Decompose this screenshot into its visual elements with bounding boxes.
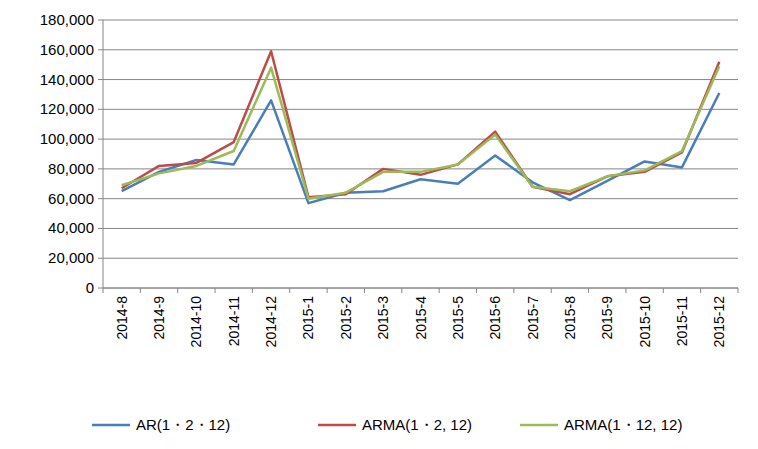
y-tick-label: 160,000 [40, 41, 94, 58]
x-tick [551, 288, 552, 293]
y-tick [98, 79, 103, 80]
x-tick [215, 288, 216, 293]
series-line [122, 51, 720, 197]
x-tick [439, 288, 440, 293]
x-tick [401, 288, 402, 293]
x-tick-label: 2015-11 [674, 296, 690, 347]
x-tick [513, 288, 514, 293]
grid-line [103, 288, 738, 289]
x-tick-label: 2014-12 [263, 296, 279, 348]
x-tick [327, 288, 328, 293]
x-tick [252, 288, 253, 293]
x-tick-label: 2015-6 [487, 296, 503, 340]
series-line [122, 66, 720, 199]
plot-lines [122, 51, 720, 203]
y-tick-label: 120,000 [40, 100, 94, 117]
series-line [122, 93, 720, 203]
x-tick [289, 288, 290, 293]
x-tick-label: 2015-8 [562, 296, 578, 340]
legend-label: AR(1・2・12) [136, 416, 230, 433]
grid-line [103, 79, 738, 80]
grid-line [103, 168, 738, 169]
legend-swatch [520, 424, 558, 427]
x-axis [103, 288, 738, 289]
y-tick-label: 20,000 [48, 249, 94, 266]
y-tick [98, 288, 103, 289]
x-tick [476, 288, 477, 293]
y-tick [98, 20, 103, 21]
x-tick-label: 2014-11 [226, 296, 242, 347]
x-tick [663, 288, 664, 293]
x-tick [103, 288, 104, 293]
x-tick-label: 2014-10 [188, 296, 204, 348]
x-tick-label: 2015-12 [711, 296, 727, 348]
y-axis [103, 20, 104, 288]
grid-line [103, 20, 738, 21]
legend-label: ARMA(1・2, 12) [362, 416, 472, 433]
x-tick [700, 288, 701, 293]
y-tick [98, 168, 103, 169]
x-tick-label: 2015-7 [525, 296, 541, 340]
y-tick-label: 80,000 [48, 160, 94, 177]
legend-label: ARMA(1・12, 12) [564, 416, 682, 433]
y-tick [98, 198, 103, 199]
x-tick [625, 288, 626, 293]
grid-line [103, 139, 738, 140]
chart: 0 20,000 40,000 60,000 80,000 100,000 120,000 1… [0, 0, 758, 449]
x-tick-label: 2015-5 [450, 296, 466, 340]
y-tick-label: 180,000 [40, 11, 94, 28]
x-tick [177, 288, 178, 293]
grid-line [103, 198, 738, 199]
x-tick [738, 288, 739, 293]
y-tick [98, 109, 103, 110]
x-tick-label: 2014-8 [114, 296, 130, 340]
y-tick-label: 60,000 [48, 190, 94, 207]
x-tick-label: 2015-4 [413, 296, 429, 340]
y-tick-label: 0 [86, 279, 94, 296]
x-tick [140, 288, 141, 293]
legend-swatch [92, 424, 130, 427]
x-tick-label: 2015-9 [599, 296, 615, 340]
x-tick-label: 2014-9 [151, 296, 167, 340]
y-tick-label: 40,000 [48, 219, 94, 236]
y-tick [98, 139, 103, 140]
x-tick [588, 288, 589, 293]
grid-line [103, 49, 738, 50]
y-tick [98, 258, 103, 259]
x-tick-label: 2015-1 [300, 296, 316, 340]
x-tick [364, 288, 365, 293]
grid-line [103, 109, 738, 110]
x-tick-label: 2015-3 [375, 296, 391, 340]
y-tick [98, 228, 103, 229]
y-tick-label: 140,000 [40, 71, 94, 88]
y-tick [98, 49, 103, 50]
y-tick-label: 100,000 [40, 130, 94, 147]
x-tick-label: 2015-10 [637, 296, 653, 348]
grid-line [103, 228, 738, 229]
grid-line [103, 258, 738, 259]
legend-swatch [318, 424, 356, 427]
x-tick-label: 2015-2 [338, 296, 354, 340]
